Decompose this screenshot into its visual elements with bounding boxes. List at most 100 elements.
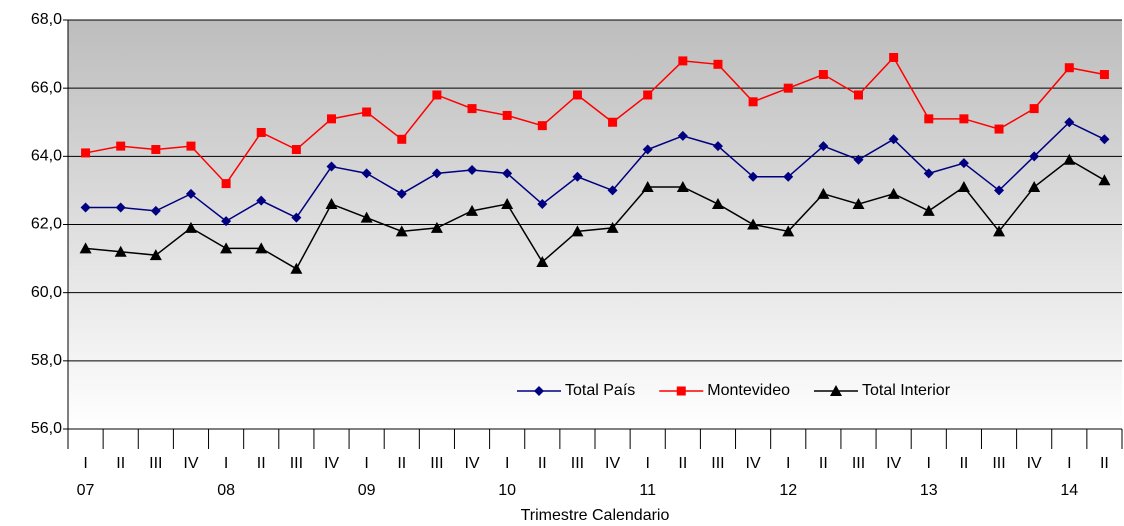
marker bbox=[608, 117, 618, 127]
marker bbox=[713, 59, 723, 69]
marker bbox=[1098, 174, 1111, 186]
marker bbox=[887, 187, 900, 199]
x-tick-label: II bbox=[538, 455, 547, 472]
y-tick-label: 60,0 bbox=[31, 284, 62, 301]
marker bbox=[852, 198, 865, 210]
marker bbox=[923, 168, 934, 179]
x-axis-title: Trimestre Calendario bbox=[521, 507, 670, 524]
marker bbox=[853, 154, 864, 165]
legend-marker bbox=[534, 386, 544, 396]
marker bbox=[81, 148, 91, 158]
marker bbox=[643, 90, 653, 100]
x-tick-label: IV bbox=[886, 455, 901, 472]
marker bbox=[221, 216, 232, 227]
marker bbox=[361, 168, 372, 179]
marker bbox=[677, 130, 688, 141]
marker bbox=[606, 221, 619, 233]
x-tick-label: III bbox=[711, 455, 724, 472]
marker bbox=[1064, 117, 1075, 128]
x-tick-label: II bbox=[819, 455, 828, 472]
marker bbox=[748, 97, 758, 107]
marker bbox=[1064, 63, 1074, 73]
marker bbox=[818, 141, 829, 152]
marker bbox=[116, 141, 126, 151]
marker bbox=[782, 225, 795, 237]
marker bbox=[256, 127, 266, 137]
marker bbox=[1063, 153, 1076, 165]
marker bbox=[432, 90, 442, 100]
x-tick-label: III bbox=[992, 455, 1005, 472]
marker bbox=[467, 164, 478, 175]
marker bbox=[994, 124, 1004, 134]
marker bbox=[888, 134, 899, 145]
year-label: 14 bbox=[1060, 482, 1078, 499]
marker bbox=[958, 158, 969, 169]
marker bbox=[957, 181, 970, 193]
y-tick-label: 66,0 bbox=[31, 79, 62, 96]
marker bbox=[185, 188, 196, 199]
year-label: 11 bbox=[639, 482, 656, 499]
marker bbox=[642, 144, 653, 155]
marker bbox=[256, 195, 267, 206]
marker bbox=[430, 221, 443, 233]
marker bbox=[326, 161, 337, 172]
x-tick-label: IV bbox=[1027, 455, 1042, 472]
x-tick-label: IV bbox=[464, 455, 479, 472]
marker bbox=[150, 205, 161, 216]
marker bbox=[290, 262, 303, 274]
marker bbox=[572, 171, 583, 182]
marker bbox=[325, 198, 338, 210]
year-label: 07 bbox=[77, 482, 95, 499]
marker bbox=[572, 90, 582, 100]
marker bbox=[431, 168, 442, 179]
marker bbox=[783, 171, 794, 182]
marker bbox=[641, 181, 654, 193]
marker bbox=[396, 188, 407, 199]
marker bbox=[676, 181, 689, 193]
marker bbox=[466, 204, 479, 216]
marker bbox=[607, 185, 618, 196]
marker bbox=[151, 145, 161, 155]
marker bbox=[467, 104, 477, 114]
marker bbox=[537, 199, 548, 210]
marker bbox=[291, 212, 302, 223]
marker bbox=[221, 179, 231, 189]
marker bbox=[1099, 134, 1110, 145]
marker bbox=[959, 114, 969, 124]
marker bbox=[783, 83, 793, 93]
x-tick-label: III bbox=[430, 455, 443, 472]
marker bbox=[817, 187, 830, 199]
x-tick-label: IV bbox=[605, 455, 620, 472]
marker bbox=[149, 249, 162, 261]
year-label: 13 bbox=[920, 482, 938, 499]
marker bbox=[220, 242, 233, 254]
marker bbox=[184, 221, 197, 233]
x-tick-label: II bbox=[959, 455, 968, 472]
marker bbox=[818, 70, 828, 80]
x-tick-label: II bbox=[678, 455, 687, 472]
x-tick-label: III bbox=[149, 455, 162, 472]
x-tick-label: IV bbox=[183, 455, 198, 472]
marker bbox=[327, 114, 336, 124]
year-label: 10 bbox=[498, 482, 516, 499]
series-line bbox=[85, 56, 1105, 185]
marker bbox=[711, 198, 724, 210]
marker bbox=[537, 121, 547, 131]
marker bbox=[115, 202, 126, 213]
marker bbox=[114, 245, 127, 257]
marker bbox=[1029, 151, 1040, 162]
marker bbox=[79, 242, 92, 254]
x-tick-label: I bbox=[786, 455, 790, 472]
marker bbox=[80, 202, 91, 213]
year-label: 12 bbox=[779, 482, 797, 499]
x-tick-label: IV bbox=[324, 455, 339, 472]
marker bbox=[571, 225, 584, 237]
marker bbox=[922, 204, 935, 216]
legend-label: Montevideo bbox=[707, 382, 790, 399]
marker bbox=[395, 225, 408, 237]
marker bbox=[1029, 104, 1039, 114]
x-tick-label: II bbox=[1100, 455, 1109, 472]
series-line bbox=[85, 121, 1105, 222]
marker bbox=[994, 185, 1005, 196]
